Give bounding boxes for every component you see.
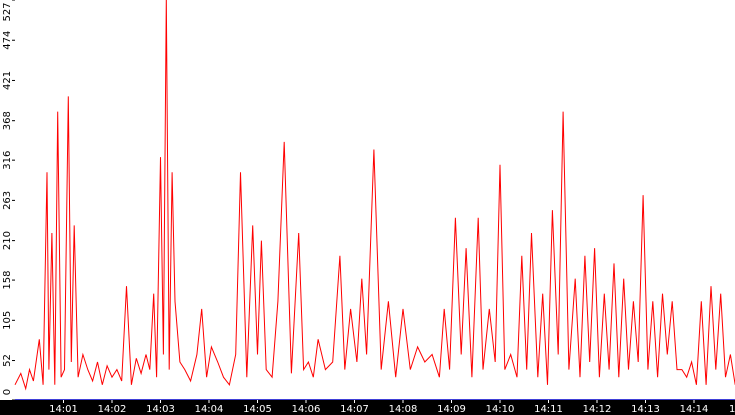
x-tick-label: 14:13 (631, 404, 660, 415)
x-tick-label: 14:08 (389, 404, 418, 415)
y-tick-label: 105 (2, 311, 13, 330)
series-line (14, 0, 735, 391)
y-tick-label: 368 (2, 111, 13, 130)
y-tick-label: 158 (2, 271, 13, 290)
x-tick-label: 14:04 (195, 404, 224, 415)
x-tick-label: 14:09 (437, 404, 466, 415)
y-tick-label: 527 (2, 2, 13, 21)
x-tick-label: 14 (729, 404, 735, 415)
x-tick-label: 14:05 (243, 404, 272, 415)
x-tick-label: 14:03 (146, 404, 175, 415)
x-tick-label: 14:12 (583, 404, 612, 415)
x-tick-label: 14:02 (98, 404, 127, 415)
x-axis-bar (0, 400, 735, 415)
x-axis: 14:01 14:02 14:03 14:04 14:05 14:06 14:07 14:08… (49, 400, 735, 415)
x-tick-label: 14:11 (534, 404, 563, 415)
x-tick-label: 14:06 (292, 404, 321, 415)
y-tick-label: 0 (2, 389, 13, 395)
x-tick-label: 14:07 (340, 404, 369, 415)
x-tick-label: 14:01 (49, 404, 78, 415)
y-tick-label: 421 (2, 71, 13, 90)
y-tick-label: 474 (2, 31, 13, 50)
x-tick-label: 14:10 (486, 404, 515, 415)
y-tick-label: 210 (2, 231, 13, 250)
y-axis: 0 52 105 158 210 263 316 368 421 474 527 (2, 0, 15, 401)
y-tick-label: 263 (2, 191, 13, 210)
x-tick-label: 14:14 (680, 404, 709, 415)
y-tick-label: 52 (2, 354, 13, 367)
y-tick-label: 316 (2, 151, 13, 170)
